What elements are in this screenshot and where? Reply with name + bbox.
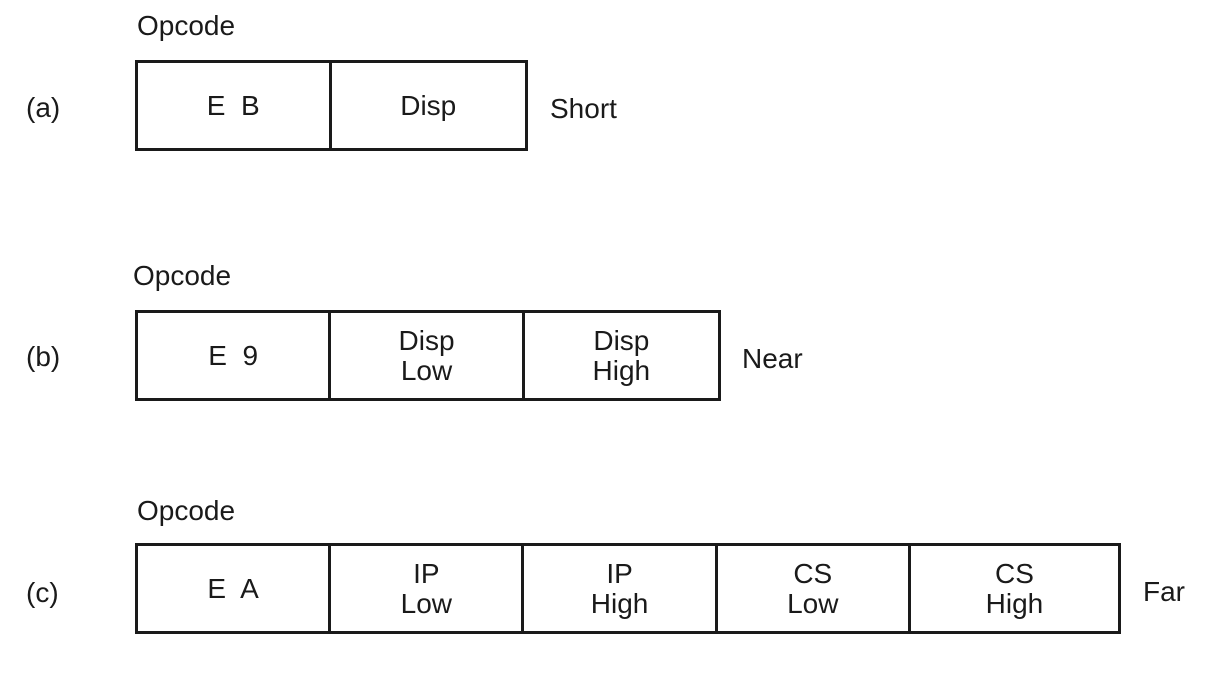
instruction-format-short: E B Disp [135, 60, 528, 151]
jump-type-short: Short [550, 93, 617, 124]
opcode-label-a: Opcode [137, 10, 236, 41]
instruction-format-far: E A IP Low IP High CS Low CS High [135, 543, 1121, 634]
cs-low-cell: CS Low [718, 546, 911, 631]
cell-text-line1: CS [793, 557, 833, 589]
cell-text-line2: High [985, 587, 1044, 619]
cell-text-line1: Disp [398, 324, 455, 356]
cell-text-line1: IP [606, 557, 633, 589]
disp-high-cell: Disp High [525, 313, 718, 398]
opcode-label-b: Opcode [133, 260, 232, 291]
disp-cell: Disp [332, 63, 526, 148]
cell-text-line1: E B [206, 89, 260, 121]
cell-text-line2: High [590, 587, 649, 619]
jump-type-far: Far [1143, 576, 1185, 607]
cell-text-line2: Low [400, 587, 453, 619]
ip-low-cell: IP Low [331, 546, 525, 631]
disp-low-cell: Disp Low [331, 313, 525, 398]
cell-text-line2: Low [400, 354, 453, 386]
row-label-b: (b) [26, 341, 61, 372]
cell-text-line1: IP [413, 557, 440, 589]
opcode-cell: E A [138, 546, 332, 631]
ip-high-cell: IP High [524, 546, 718, 631]
cell-text-line1: Disp [593, 324, 650, 356]
opcode-label-c: Opcode [137, 495, 236, 526]
row-label-c: (c) [26, 577, 59, 608]
cell-text-line1: E A [207, 572, 259, 604]
cell-text-line1: E 9 [208, 339, 259, 371]
opcode-cell: E 9 [138, 313, 332, 398]
instruction-format-near: E 9 Disp Low Disp High [135, 310, 721, 401]
opcode-cell: E B [138, 63, 332, 148]
cs-high-cell: CS High [911, 546, 1118, 631]
cell-text-line1: CS [994, 557, 1034, 589]
cell-text-line1: Disp [400, 89, 457, 121]
cell-text-line2: High [592, 354, 651, 386]
jump-type-near: Near [742, 343, 803, 374]
row-label-a: (a) [26, 92, 61, 123]
cell-text-line2: Low [787, 587, 839, 619]
